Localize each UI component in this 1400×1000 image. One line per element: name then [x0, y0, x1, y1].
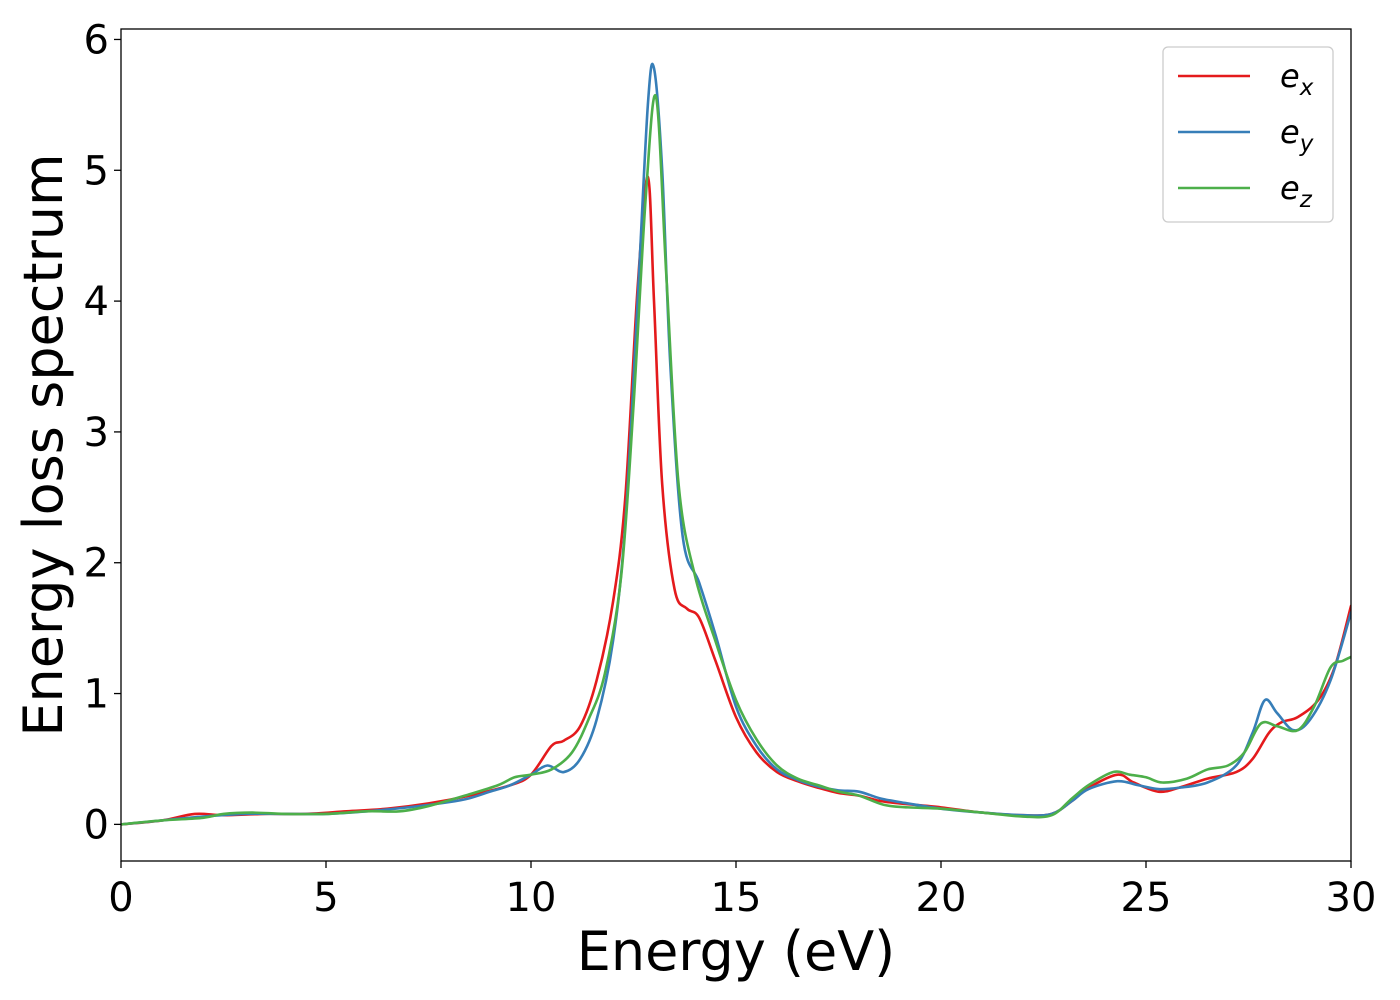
y-tick-label: 0	[84, 802, 109, 848]
legend-label-subscript: y	[1299, 131, 1314, 157]
x-tick-label: 10	[506, 875, 557, 921]
x-axis-ticks: 0 5 10 15 20 25 30	[108, 861, 1376, 921]
x-tick-label: 15	[711, 875, 762, 921]
y-axis-label: Energy loss spectrum	[12, 153, 75, 736]
legend-label-subscript: z	[1299, 187, 1313, 213]
y-tick-label: 3	[84, 410, 109, 456]
legend-label-base: e	[1280, 113, 1300, 151]
x-axis-label: Energy (eV)	[577, 920, 896, 983]
series-line-e-z	[121, 93, 1351, 826]
y-tick-label: 4	[84, 279, 109, 325]
legend-label-1: ey	[1280, 113, 1314, 157]
series-line-e-x	[121, 175, 1351, 826]
y-tick-label: 2	[84, 541, 109, 587]
series-line-e-y	[121, 62, 1351, 826]
x-tick-label: 25	[1121, 875, 1172, 921]
y-tick-label: 5	[84, 148, 109, 194]
legend-label-subscript: x	[1299, 75, 1314, 101]
x-tick-label: 20	[916, 875, 967, 921]
legend-box	[1162, 46, 1334, 223]
x-tick-label: 30	[1326, 875, 1377, 921]
series-layer	[121, 62, 1351, 826]
y-tick-label: 6	[84, 17, 109, 63]
legend-label-0: ex	[1280, 57, 1314, 101]
x-tick-label: 0	[108, 875, 133, 921]
legend-label-base: e	[1280, 57, 1300, 95]
legend-label-2: ez	[1280, 169, 1313, 213]
x-tick-label: 5	[313, 875, 338, 921]
legend-label-base: e	[1280, 169, 1300, 207]
y-axis-ticks: 0 1 2 3 4 5 6	[84, 17, 121, 848]
y-tick-label: 1	[84, 672, 109, 718]
